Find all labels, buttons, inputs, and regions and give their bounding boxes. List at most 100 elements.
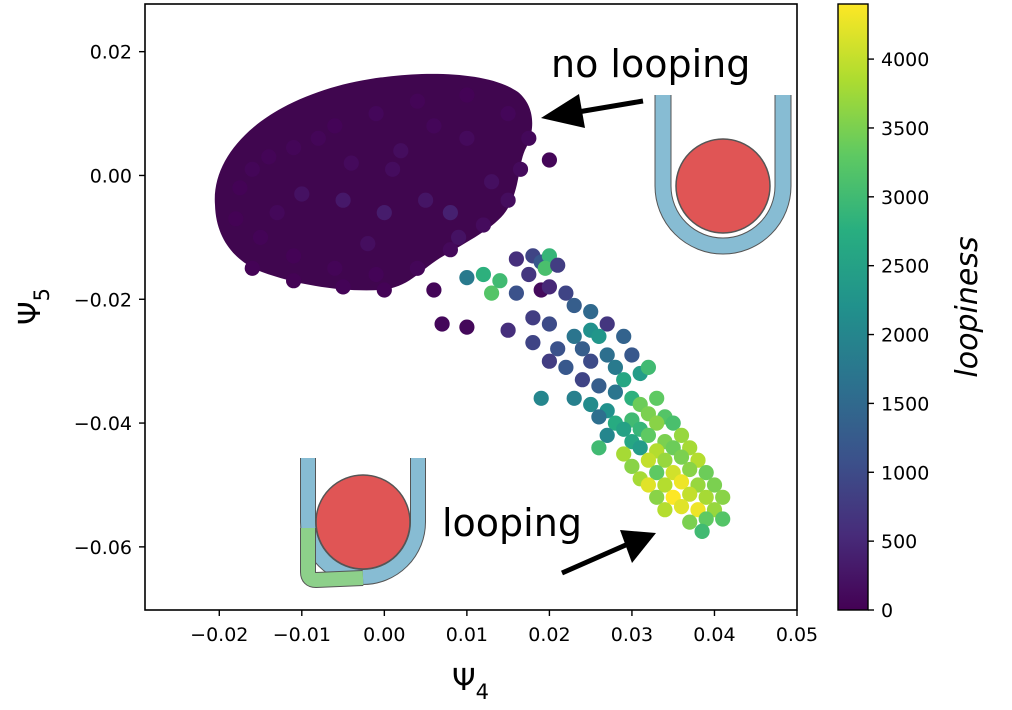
x-tick-label: 0.02 bbox=[528, 624, 570, 646]
scatter-point bbox=[459, 319, 475, 335]
scatter-point bbox=[616, 421, 632, 437]
scatter-point bbox=[599, 316, 615, 332]
y-tick-label: −0.06 bbox=[74, 537, 132, 559]
scatter-point bbox=[327, 118, 343, 134]
scatter-point bbox=[418, 192, 434, 208]
x-tick-label: 0.03 bbox=[611, 624, 653, 646]
scatter-point bbox=[599, 347, 615, 363]
scatter-point bbox=[376, 282, 392, 298]
colorbar-tick-label: 2000 bbox=[881, 325, 929, 347]
scatter-point bbox=[607, 384, 624, 400]
scatter-point bbox=[698, 489, 714, 505]
scatter-point bbox=[649, 390, 665, 406]
no-looping-arrow-head bbox=[541, 94, 585, 128]
scatter-point bbox=[500, 192, 516, 208]
scatter-point bbox=[673, 449, 690, 465]
colorbar-tick-label: 4000 bbox=[881, 49, 929, 71]
scatter-point bbox=[541, 316, 558, 332]
no-looping-diagram bbox=[654, 95, 792, 255]
scatter-point bbox=[409, 93, 425, 109]
annotation-no-looping: no looping bbox=[541, 42, 750, 128]
scatter-point bbox=[335, 192, 351, 208]
scatter-point bbox=[343, 155, 359, 171]
scatter-point bbox=[286, 140, 302, 156]
scatter-point bbox=[310, 130, 326, 146]
scatter-point bbox=[368, 266, 384, 283]
colorbar-tick-label: 1000 bbox=[881, 462, 929, 484]
scatter-point bbox=[327, 260, 343, 276]
x-axis-label: Ψ4 bbox=[452, 663, 489, 704]
scatter-point bbox=[261, 149, 277, 165]
scatter-point bbox=[715, 489, 731, 505]
colorbar: 0 500 1000 1500 2000 2500 3000 3500 4000 loopine… bbox=[837, 3, 985, 622]
scatter-point bbox=[492, 273, 508, 289]
scatter-point bbox=[599, 427, 615, 443]
scatter-point bbox=[616, 372, 632, 388]
y-tick-label: −0.02 bbox=[74, 289, 132, 311]
scatter-point bbox=[574, 341, 591, 357]
scatter-point bbox=[252, 229, 269, 245]
scatter-point bbox=[624, 347, 640, 363]
y-tick-label: 0.00 bbox=[90, 165, 132, 187]
plot-frame bbox=[144, 3, 798, 611]
scatter-point bbox=[286, 248, 302, 264]
scatter-point bbox=[591, 409, 607, 425]
scatter-point bbox=[434, 316, 450, 332]
scatter-point bbox=[335, 279, 351, 295]
scatter-point bbox=[673, 427, 690, 443]
scatter-point bbox=[591, 378, 607, 394]
scatter-point bbox=[698, 465, 714, 481]
scatter-point bbox=[673, 474, 690, 490]
colorbar-tick-label: 3500 bbox=[881, 118, 929, 140]
scatter-point bbox=[591, 440, 607, 456]
scatter-point bbox=[591, 328, 607, 344]
scatter-point bbox=[558, 285, 574, 301]
scatter-point bbox=[541, 152, 558, 168]
scatter-point bbox=[426, 118, 442, 134]
scatter-point bbox=[376, 205, 392, 221]
scatter-point bbox=[525, 335, 541, 351]
scatter-point bbox=[475, 217, 491, 233]
x-tick-label: 0.01 bbox=[446, 624, 488, 646]
scatter-point bbox=[657, 452, 673, 468]
x-tick-label: −0.02 bbox=[190, 624, 248, 646]
scatter-point bbox=[269, 205, 285, 221]
scatter-point bbox=[294, 186, 310, 202]
scatter-point bbox=[409, 260, 425, 276]
scatter-point bbox=[649, 465, 665, 481]
scatter-point bbox=[640, 427, 657, 443]
scatter-point bbox=[698, 511, 714, 527]
scatter-point bbox=[533, 390, 549, 406]
scatter-point bbox=[244, 260, 260, 276]
scatter-point bbox=[541, 279, 558, 295]
y-axis-label: Ψ5 bbox=[13, 288, 54, 325]
colorbar-tick-label: 2500 bbox=[881, 256, 929, 278]
scatter-point bbox=[574, 372, 591, 388]
x-tick-label: 0.05 bbox=[776, 624, 818, 646]
scatter-point bbox=[583, 304, 599, 320]
scatter-point bbox=[665, 415, 681, 431]
scatter-point bbox=[244, 161, 260, 177]
colorbar-frame bbox=[837, 3, 869, 611]
no-looping-sphere bbox=[675, 138, 771, 234]
scatter-point bbox=[393, 143, 409, 159]
scatter-point bbox=[649, 415, 665, 431]
scatter-point bbox=[640, 359, 657, 375]
x-tick-label: 0.04 bbox=[693, 624, 735, 646]
x-tick-label: −0.01 bbox=[273, 624, 331, 646]
scatter-point bbox=[459, 87, 475, 103]
looping-diagram bbox=[300, 458, 426, 589]
scatter-point bbox=[475, 266, 491, 283]
scatter-point bbox=[706, 477, 723, 493]
scatter-point bbox=[550, 257, 566, 273]
scatter-point bbox=[521, 130, 537, 146]
scatter-point bbox=[607, 359, 624, 375]
looping-arrow-shaft bbox=[560, 541, 630, 576]
scatter-point bbox=[566, 390, 582, 406]
scatter-point bbox=[583, 353, 599, 369]
scatter-point bbox=[286, 273, 302, 289]
scatter-point bbox=[566, 328, 582, 344]
scatter-point bbox=[508, 251, 524, 267]
